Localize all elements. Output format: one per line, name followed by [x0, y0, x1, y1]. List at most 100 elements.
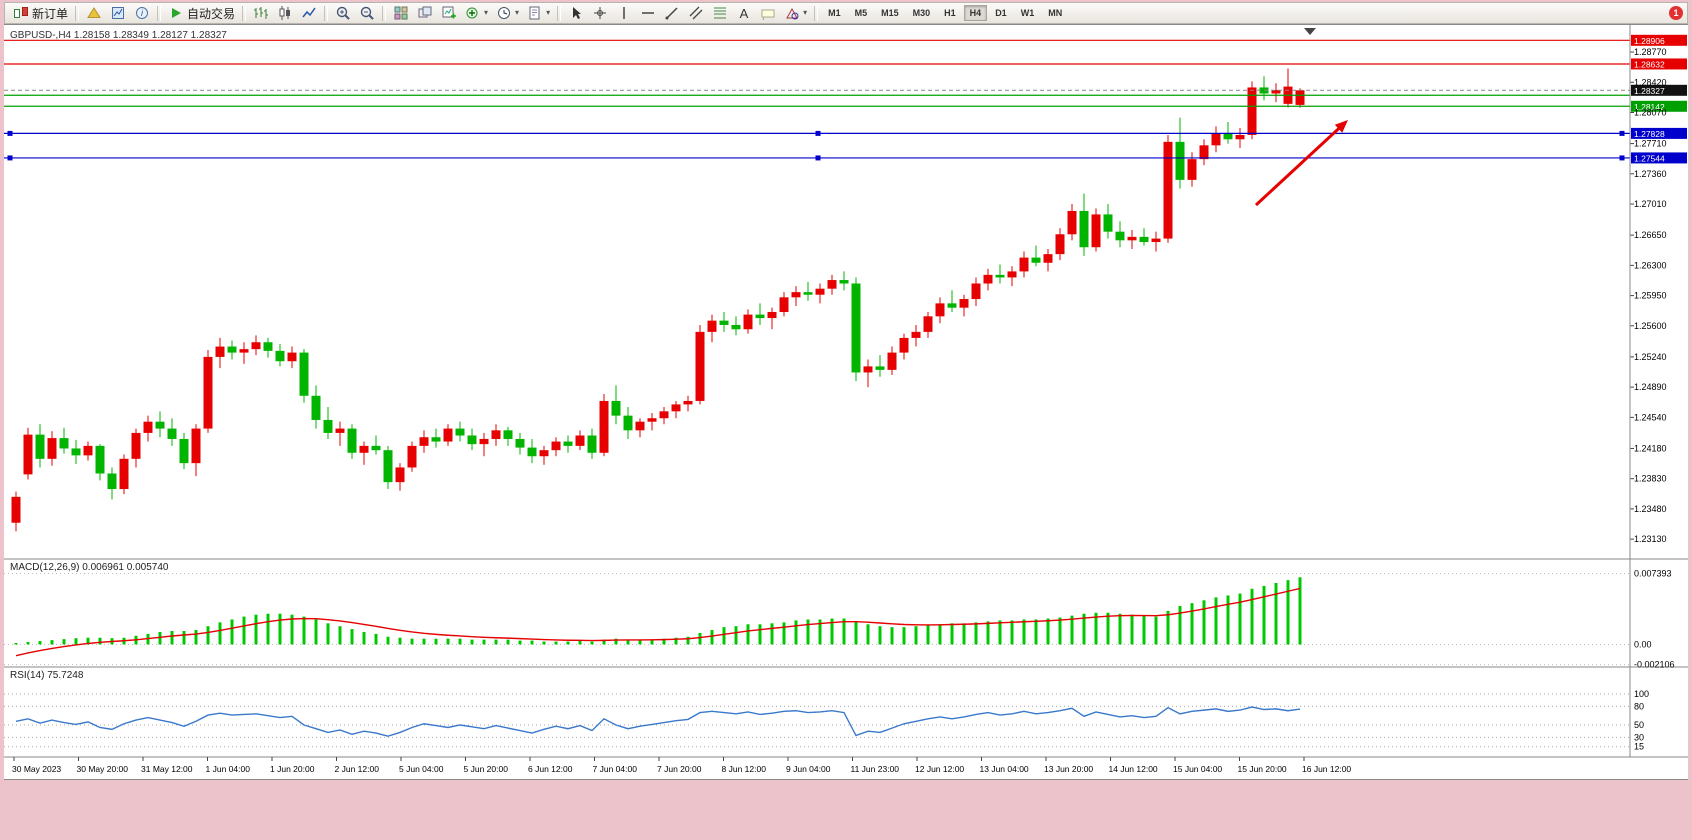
market-watch-button[interactable] [106, 4, 130, 22]
annotation-arrow-head [1334, 120, 1348, 133]
line-chart-mode-button[interactable] [297, 4, 321, 22]
price-axis-label: 1.28770 [1634, 47, 1667, 57]
text-tool-button[interactable]: A [732, 4, 756, 22]
time-axis-label: 5 Jun 20:00 [464, 764, 509, 774]
candle [1247, 87, 1257, 135]
cursor-tool-button[interactable] [564, 4, 588, 22]
text-label-tool-button[interactable] [756, 4, 780, 22]
new-order-button-label: 新订单 [32, 6, 69, 21]
indicators-icon [466, 7, 478, 19]
toolbar-separator [75, 5, 80, 21]
chart-shift-button[interactable] [437, 4, 461, 22]
crosshair-icon [594, 7, 607, 19]
rsi-axis-label: 15 [1634, 742, 1644, 752]
candle [1019, 257, 1029, 272]
candle [467, 435, 477, 445]
dropdown-arrow-icon: ▾ [546, 8, 551, 17]
timeframe-button-W1[interactable]: W1 [1020, 8, 1035, 18]
timeframe-button-H1[interactable]: H1 [944, 8, 956, 18]
templates-button[interactable]: ▾ [523, 4, 554, 22]
text-label-icon [761, 9, 775, 21]
price-axis-label: 1.25950 [1634, 291, 1667, 301]
autotrading-button[interactable]: 自动交易 [164, 4, 239, 22]
data-window-icon: i [136, 7, 149, 19]
candle [1115, 231, 1125, 241]
vertical-line-tool-button[interactable] [612, 4, 636, 22]
line-handle[interactable] [1619, 130, 1625, 136]
timeframe-button-MN[interactable]: MN [1048, 8, 1063, 18]
rsi-title: RSI(14) 75.7248 [10, 670, 84, 681]
trendline-tool-button[interactable] [660, 4, 684, 22]
periods-button[interactable]: ▾ [492, 4, 523, 22]
line-handle[interactable] [7, 130, 13, 136]
timeframe-button-M1[interactable]: M1 [828, 8, 841, 18]
market-watch-icon [112, 7, 125, 19]
candle [311, 395, 321, 420]
time-axis-label: 15 Jun 20:00 [1238, 764, 1287, 774]
candlestick-mode-button[interactable] [273, 4, 297, 22]
notification-badge[interactable]: 1 [1669, 6, 1683, 20]
price-tag[interactable] [1631, 34, 1687, 46]
candle [131, 432, 141, 459]
time-axis-label: 1 Jun 04:00 [206, 764, 251, 774]
candle [575, 435, 585, 446]
indicators-button[interactable]: ▾ [461, 4, 492, 22]
candle [203, 356, 213, 429]
data-window-button[interactable]: i [130, 4, 154, 22]
zoom-out-icon [360, 6, 374, 20]
macd-axis-label: -0.002106 [1634, 660, 1675, 670]
candle [1235, 134, 1245, 140]
horizontal-line-tool-button[interactable] [636, 4, 660, 22]
line-handle[interactable] [815, 130, 821, 136]
zoom-in-icon [336, 6, 350, 20]
annotation-arrow[interactable] [1254, 120, 1348, 207]
candle [47, 438, 57, 459]
templates-icon [529, 6, 540, 20]
timeframe-button-D1[interactable]: D1 [995, 8, 1007, 18]
price-axis-label: 1.27010 [1634, 199, 1667, 209]
new-order-button[interactable]: 新订单 [9, 4, 72, 22]
chart-shift-marker[interactable] [1304, 28, 1316, 35]
price-tag[interactable] [1631, 100, 1687, 112]
zoom-out-button[interactable] [355, 4, 379, 22]
zoom-in-button[interactable] [331, 4, 355, 22]
candle [851, 283, 861, 373]
timeframe-button-M5[interactable]: M5 [854, 8, 868, 18]
candle [191, 428, 201, 464]
toolbar-separator [242, 5, 247, 21]
tile-windows-icon [394, 6, 408, 20]
time-axis-label: 11 Jun 23:00 [851, 764, 900, 774]
toolbar-group [249, 3, 321, 23]
candle [443, 428, 453, 442]
auto-scroll-button[interactable] [413, 4, 437, 22]
price-tag[interactable] [1631, 127, 1687, 139]
time-axis[interactable]: 30 May 2023 30 May 20:00 31 May 12:00 1 Jun… [12, 757, 1351, 774]
line-handle[interactable] [815, 155, 821, 161]
timeframe-button-M30[interactable]: M30 [912, 8, 931, 18]
profiles-button[interactable] [82, 4, 106, 22]
tile-windows-button[interactable] [389, 4, 413, 22]
macd-axis-label: 0.00 [1634, 639, 1652, 649]
timeframe-button-M15[interactable]: M15 [881, 8, 899, 18]
timeframe-button-H4[interactable]: H4 [963, 5, 988, 21]
dropdown-arrow-icon: ▾ [484, 8, 489, 17]
line-handle[interactable] [7, 155, 13, 161]
channel-tool-button[interactable] [684, 4, 708, 22]
rsi-line [15, 706, 1301, 737]
candles-chart-icon [279, 6, 291, 20]
price-tag[interactable] [1631, 58, 1687, 70]
candle [791, 292, 801, 298]
candle [515, 438, 525, 448]
fibonacci-tool-button[interactable] [708, 4, 732, 22]
shapes-tool-button[interactable]: ▾ [780, 4, 811, 22]
price-tag[interactable] [1631, 152, 1687, 164]
macd-axis-label: 0.007393 [1634, 568, 1672, 578]
line-handle[interactable] [1619, 155, 1625, 161]
time-axis-label: 14 Jun 12:00 [1109, 764, 1158, 774]
candle [599, 400, 609, 453]
annotation-arrow-shaft [1254, 122, 1345, 207]
crosshair-tool-button[interactable] [588, 4, 612, 22]
fibonacci-icon [714, 7, 727, 19]
toolbar-separator [382, 5, 387, 21]
bar-chart-mode-button[interactable] [249, 4, 273, 22]
